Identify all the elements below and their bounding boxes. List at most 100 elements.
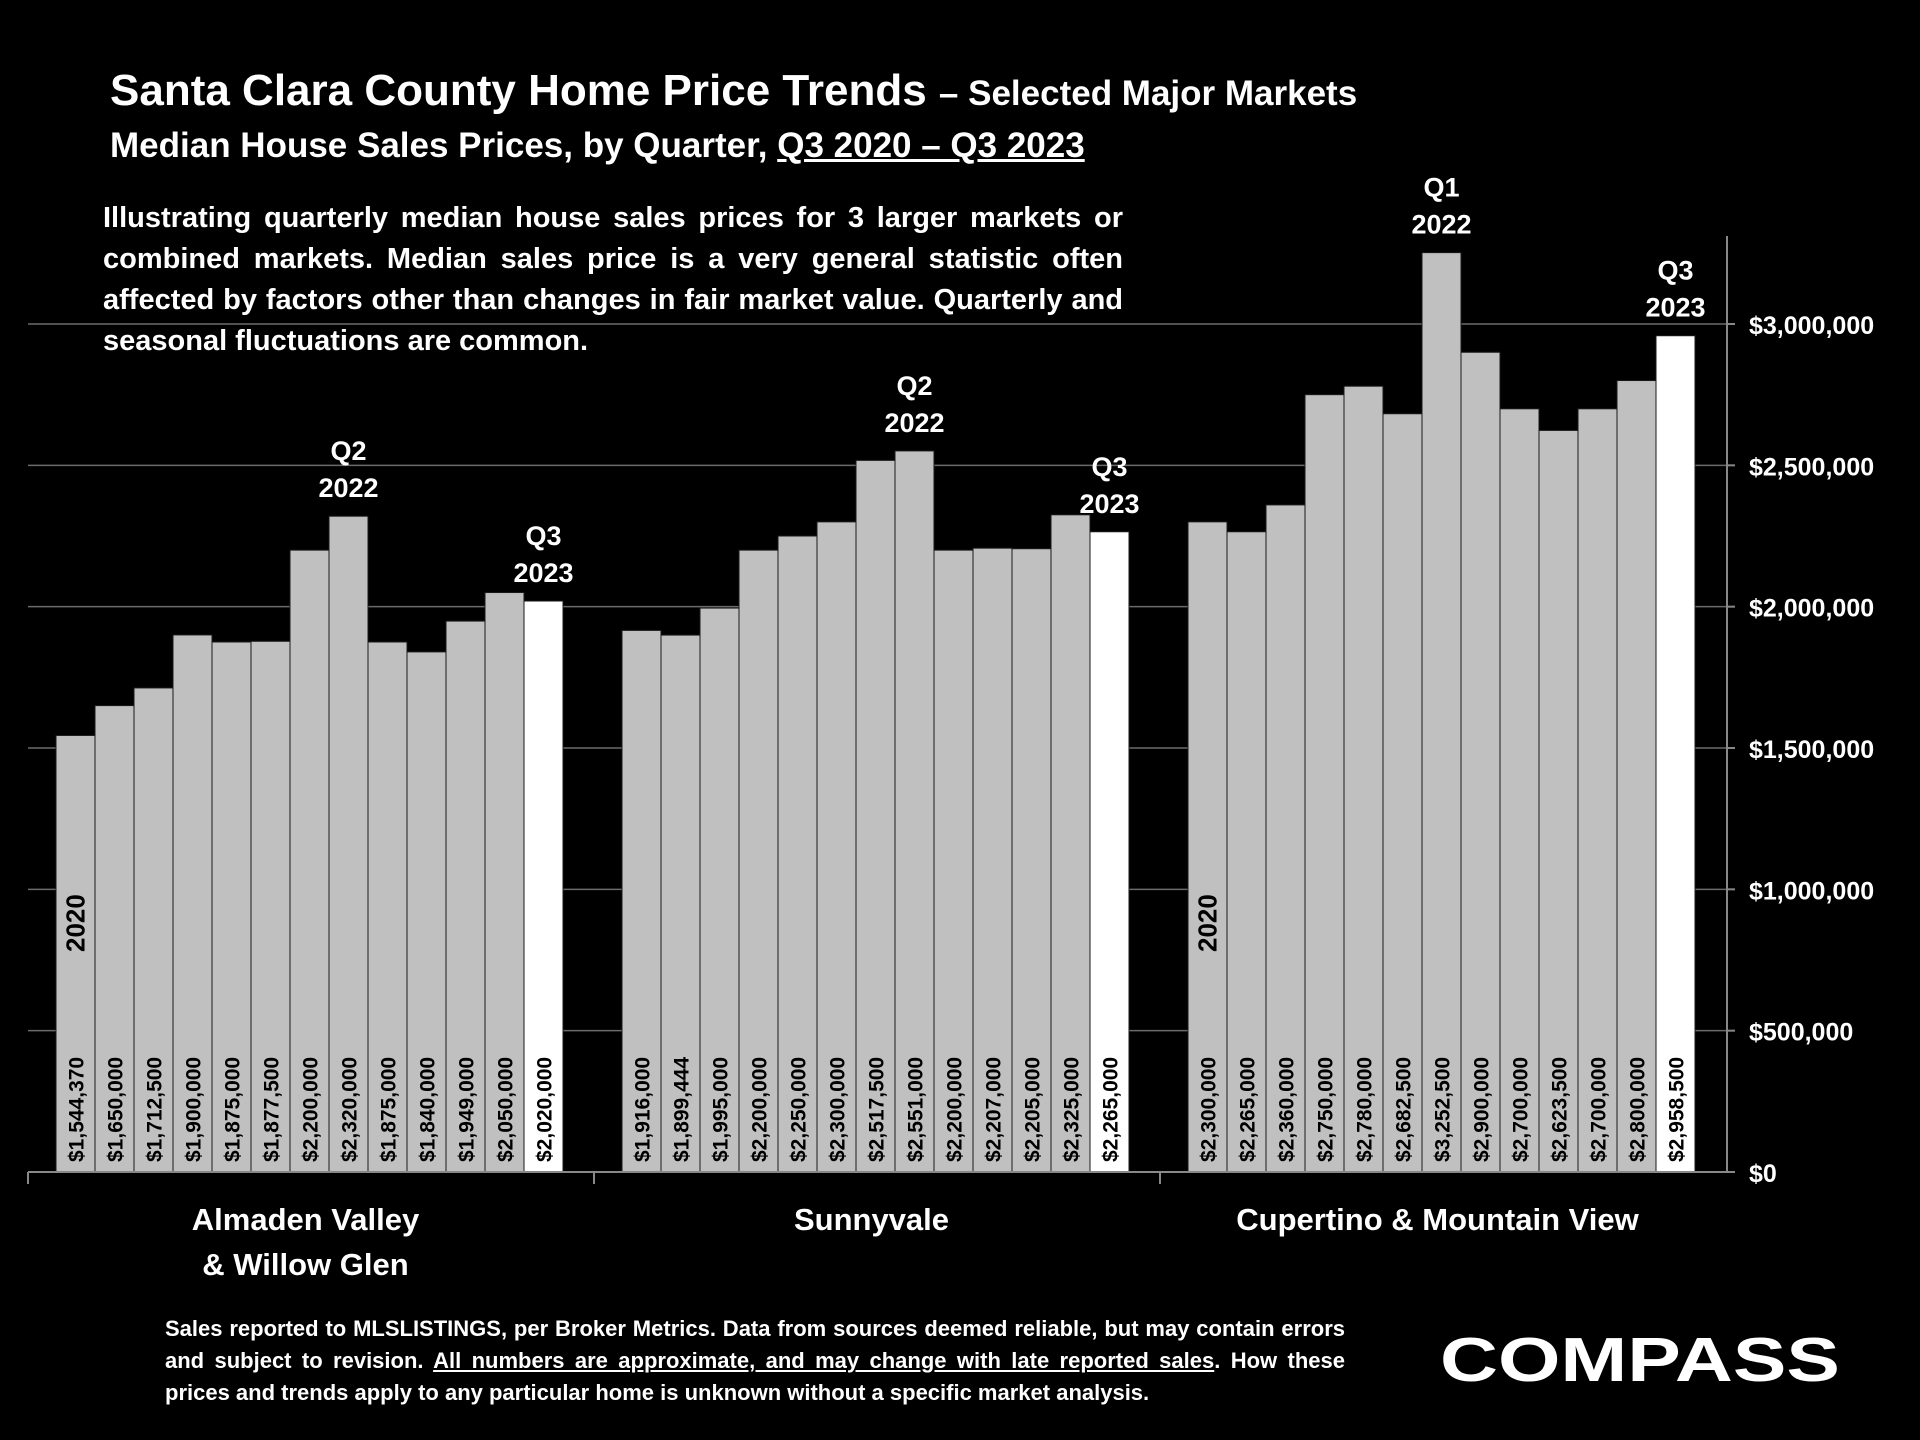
bar-value-label: $2,750,000 [1315, 1057, 1338, 1162]
bar-value-label: $1,916,000 [632, 1057, 655, 1162]
bar-value-label: $1,900,000 [183, 1057, 206, 1162]
footnote-part1: Sales reported to MLSLISTINGS, per Broke… [165, 1316, 1345, 1373]
compass-logo: COMPASS [1440, 1326, 1840, 1395]
subtitle-range: Q3 2020 – Q3 2023 [777, 126, 1085, 165]
bar-value-label: $2,623,500 [1549, 1057, 1572, 1162]
bar [972, 547, 1013, 1173]
bar-value-label: $2,205,000 [1022, 1057, 1045, 1162]
bar-value-label: $1,840,000 [417, 1057, 440, 1162]
bar-value-label: $2,200,000 [944, 1057, 967, 1162]
bar-labels: $1,544,370 $1,650,000 $1,712,500 $1,900,000… [61, 173, 1706, 1162]
year-marker: 2020 [61, 894, 91, 952]
bar [1655, 335, 1696, 1173]
annotation-quarter: Q2 [330, 436, 366, 466]
annotation-year: 2022 [318, 473, 378, 503]
footnote-part3: . How these prices and trends apply to a… [165, 1348, 1346, 1405]
y-tick-label: $0 [1749, 1160, 1777, 1188]
bar-value-label: $2,265,000 [1100, 1057, 1123, 1162]
bar-value-label: $2,200,000 [300, 1057, 323, 1162]
bar [1304, 394, 1345, 1173]
bar-value-label: $1,877,500 [261, 1057, 284, 1162]
bar [523, 600, 564, 1173]
y-tick-label: $1,000,000 [1749, 877, 1874, 905]
y-tick-label: $2,500,000 [1749, 453, 1874, 481]
bar-value-label: $2,320,000 [339, 1057, 362, 1162]
annotation-year: 2023 [1079, 489, 1139, 519]
bar-value-label: $1,650,000 [105, 1057, 128, 1162]
bar-value-label: $2,780,000 [1354, 1057, 1377, 1162]
bar [738, 549, 779, 1173]
annotation-quarter: Q2 [896, 371, 932, 401]
bar-value-label: $2,517,500 [866, 1057, 889, 1162]
bar-value-label: $2,958,500 [1666, 1057, 1689, 1162]
y-tick-label: $2,000,000 [1749, 595, 1874, 623]
bar [1382, 413, 1423, 1173]
annotation-quarter: Q3 [1657, 256, 1693, 286]
bar-value-label: $1,544,370 [66, 1057, 89, 1162]
bars [55, 252, 1696, 1173]
bar-value-label: $1,875,000 [222, 1057, 245, 1162]
bar [621, 629, 662, 1173]
title-main: Santa Clara County Home Price Trends [110, 66, 927, 115]
bar [1538, 429, 1579, 1173]
annotation-quarter: Q3 [525, 521, 561, 551]
y-tick-label: $3,000,000 [1749, 312, 1874, 340]
bar-value-label: $2,551,000 [905, 1057, 928, 1162]
bar [1577, 408, 1618, 1173]
title-suffix: – Selected Major Markets [938, 74, 1358, 113]
bar-value-label: $1,899,444 [671, 1057, 694, 1162]
group-label: Sunnyvale [794, 1202, 949, 1237]
bar [1460, 351, 1501, 1173]
y-tick-label: $500,000 [1749, 1019, 1853, 1047]
bar-value-label: $2,050,000 [495, 1057, 518, 1162]
bar-value-label: $2,300,000 [1198, 1057, 1221, 1162]
bar-value-label: $2,800,000 [1627, 1057, 1650, 1162]
bar-value-label: $2,360,000 [1276, 1057, 1299, 1162]
bar [172, 634, 213, 1173]
chart-title: Santa Clara County Home Price Trends – S… [110, 66, 1357, 116]
bar-value-label: $1,995,000 [710, 1057, 733, 1162]
bar-value-label: $1,875,000 [378, 1057, 401, 1162]
bar [1616, 380, 1657, 1173]
y-tick-label: $1,500,000 [1749, 736, 1874, 764]
annotation-year: 2023 [1645, 293, 1705, 323]
bar [1499, 408, 1540, 1173]
bar-value-label: $2,700,000 [1510, 1057, 1533, 1162]
annotation-year: 2022 [1411, 210, 1471, 240]
bar-value-label: $2,900,000 [1471, 1057, 1494, 1162]
axes: $0 $500,000 $1,000,000 $1,500,000 $2,000,000… [27, 236, 1874, 1282]
bar [1089, 531, 1130, 1173]
annotation-year: 2022 [884, 408, 944, 438]
bar [289, 549, 330, 1173]
bar-value-label: $2,250,000 [788, 1057, 811, 1162]
chart-subtitle: Median House Sales Prices, by Quarter, Q… [110, 126, 1085, 166]
intro-text: Illustrating quarterly median house sale… [103, 202, 1123, 357]
annotation-quarter: Q3 [1091, 452, 1127, 482]
bar [1421, 252, 1462, 1173]
bar-value-label: $2,682,500 [1393, 1057, 1416, 1162]
group-label: Almaden Valley [192, 1202, 420, 1237]
bar-value-label: $2,300,000 [827, 1057, 850, 1162]
annotation-quarter: Q1 [1423, 173, 1459, 203]
logo-wordmark: COMPASS [1440, 1326, 1840, 1395]
bar [406, 651, 447, 1173]
bar [328, 515, 369, 1173]
bar [211, 641, 252, 1173]
bar-value-label: $2,325,000 [1061, 1057, 1084, 1162]
group-label: & Willow Glen [202, 1247, 408, 1282]
bar [250, 640, 291, 1173]
bar-value-label: $3,252,500 [1432, 1057, 1455, 1162]
footnote-underlined: All numbers are approximate, and may cha… [433, 1348, 1215, 1373]
bar [894, 450, 935, 1173]
bar-value-label: $2,265,000 [1237, 1057, 1260, 1162]
bar [1011, 548, 1052, 1173]
subtitle-prefix: Median House Sales Prices, by Quarter, [110, 126, 768, 165]
year-marker: 2020 [1193, 894, 1223, 952]
bar-value-label: $1,949,000 [456, 1057, 479, 1162]
bar-value-label: $2,200,000 [749, 1057, 772, 1162]
bar [777, 535, 818, 1173]
bar [445, 620, 486, 1173]
bar-value-label: $2,020,000 [534, 1057, 557, 1162]
footnote: Sales reported to MLSLISTINGS, per Broke… [165, 1313, 1345, 1409]
